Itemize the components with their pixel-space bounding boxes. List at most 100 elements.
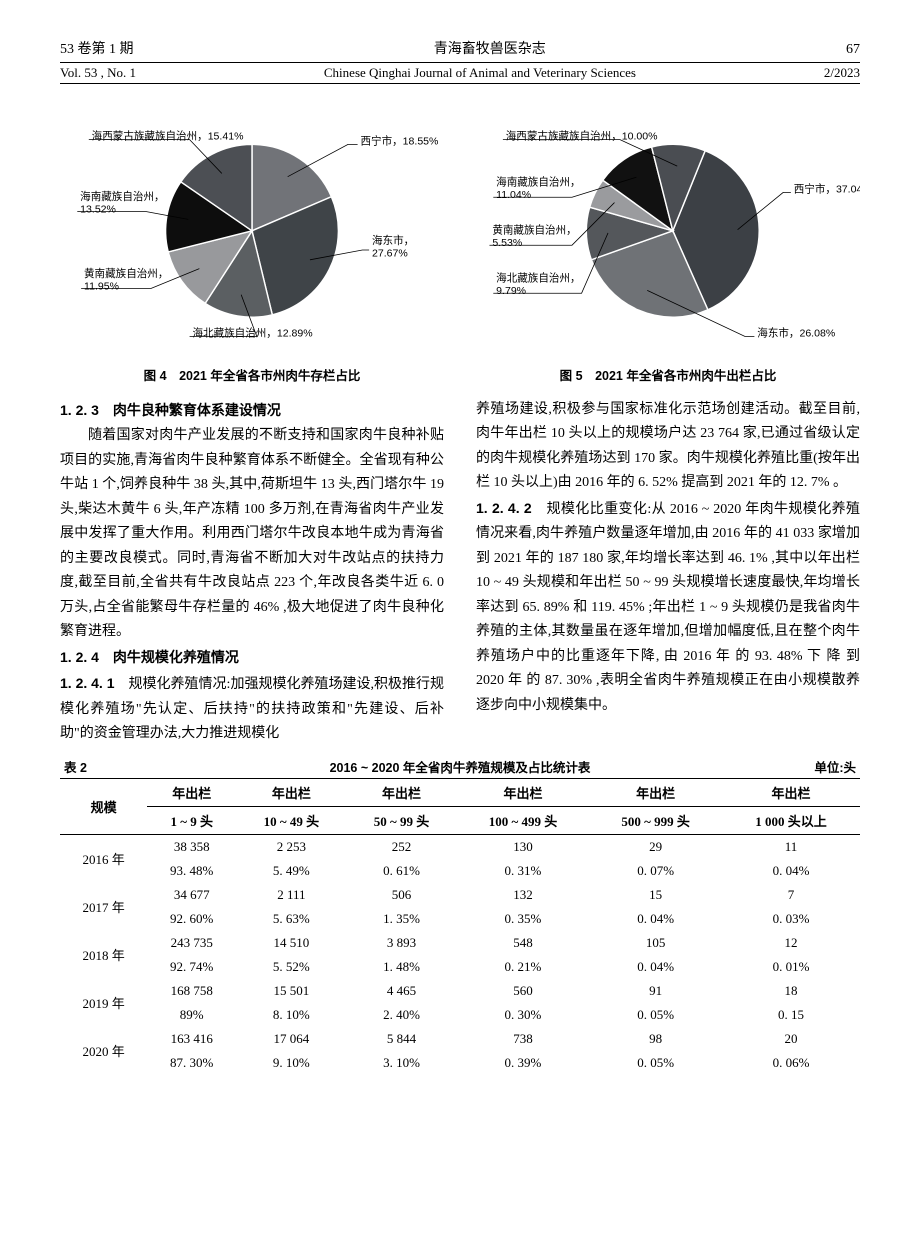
- value-cell: 20: [722, 1027, 860, 1051]
- year-cell: 2016 年: [60, 834, 147, 883]
- header-vol-cn: 53 卷第 1 期: [60, 40, 134, 60]
- pct-cell: 0. 61%: [346, 859, 456, 883]
- table-row: 92. 60%5. 63%1. 35%0. 35%0. 04%0. 03%: [60, 907, 860, 931]
- pie-label: 海北藏族自治州，12.89%: [192, 326, 312, 339]
- pie-label: 海北藏族自治州，: [496, 271, 580, 284]
- table-row: 89%8. 10%2. 40%0. 30%0. 05%0. 15: [60, 1003, 860, 1027]
- value-cell: 560: [457, 979, 590, 1003]
- para-4: 规模化比重变化:从 2016 ~ 2020 年肉牛规模化养殖情况来看,肉牛养殖户…: [476, 502, 860, 713]
- year-cell: 2017 年: [60, 883, 147, 931]
- value-cell: 15 501: [236, 979, 346, 1003]
- pct-cell: 1. 48%: [346, 955, 456, 979]
- pct-cell: 0. 30%: [457, 1003, 590, 1027]
- value-cell: 98: [589, 1027, 722, 1051]
- table-row: 2019 年168 75815 5014 4655609118: [60, 979, 860, 1003]
- page-header-row2: Vol. 53 , No. 1 Chinese Qinghai Journal …: [60, 65, 860, 84]
- pct-cell: 9. 10%: [236, 1051, 346, 1075]
- value-cell: 7: [722, 883, 860, 907]
- col-header-top: 年出栏: [722, 778, 860, 806]
- value-cell: 163 416: [147, 1027, 236, 1051]
- pct-cell: 0. 04%: [722, 859, 860, 883]
- table-row: 92. 74%5. 52%1. 48%0. 21%0. 04%0. 01%: [60, 955, 860, 979]
- value-cell: 105: [589, 931, 722, 955]
- value-cell: 130: [457, 834, 590, 859]
- journal-en: Chinese Qinghai Journal of Animal and Ve…: [136, 65, 824, 81]
- pct-cell: 2. 40%: [346, 1003, 456, 1027]
- value-cell: 5 844: [346, 1027, 456, 1051]
- value-cell: 11: [722, 834, 860, 859]
- page-header: 53 卷第 1 期 青海畜牧兽医杂志 67: [60, 40, 860, 63]
- chart-figure-5: 西宁市，37.04%海东市，26.08%海北藏族自治州，9.79%黄南藏族自治州…: [476, 96, 860, 384]
- right-column: 养殖场建设,积极参与国家标准化示范场创建活动。截至目前,肉牛年出栏 10 头以上…: [476, 398, 860, 747]
- pct-cell: 0. 05%: [589, 1051, 722, 1075]
- pie-label: 11.04%: [496, 189, 531, 201]
- pct-cell: 92. 60%: [147, 907, 236, 931]
- pie-label: 海西蒙古族藏族自治州，15.41%: [92, 129, 244, 142]
- table-row: 2016 年38 3582 2532521302911: [60, 834, 860, 859]
- col-header-range: 500 ~ 999 头: [589, 806, 722, 834]
- table-row: 2018 年243 73514 5103 89354810512: [60, 931, 860, 955]
- value-cell: 548: [457, 931, 590, 955]
- pie-label: 海南藏族自治州，: [80, 190, 164, 203]
- pct-cell: 8. 10%: [236, 1003, 346, 1027]
- pie-label: 海西蒙古族藏族自治州，10.00%: [506, 129, 658, 142]
- table-title: 2016 ~ 2020 年全省肉牛养殖规模及占比统计表: [144, 757, 776, 776]
- col-header-range: 1 ~ 9 头: [147, 806, 236, 834]
- pie-label: 27.67%: [372, 247, 408, 259]
- left-column: 1. 2. 3 肉牛良种繁育体系建设情况 随着国家对肉牛产业发展的不断支持和国家…: [60, 398, 444, 747]
- table-label: 表 2: [64, 757, 144, 776]
- pie-label: 海东市，: [372, 234, 414, 247]
- value-cell: 38 358: [147, 834, 236, 859]
- pie-label: 海东市，26.08%: [757, 326, 835, 339]
- value-cell: 2 253: [236, 834, 346, 859]
- pie-label: 海南藏族自治州，: [496, 175, 580, 188]
- col-header-range: 50 ~ 99 头: [346, 806, 456, 834]
- table-2-wrap: 表 2 2016 ~ 2020 年全省肉牛养殖规模及占比统计表 单位:头 规模年…: [60, 757, 860, 1075]
- value-cell: 17 064: [236, 1027, 346, 1051]
- value-cell: 3 893: [346, 931, 456, 955]
- pct-cell: 0. 07%: [589, 859, 722, 883]
- year-cell: 2018 年: [60, 931, 147, 979]
- pct-cell: 93. 48%: [147, 859, 236, 883]
- pct-cell: 3. 10%: [346, 1051, 456, 1075]
- pct-cell: 0. 06%: [722, 1051, 860, 1075]
- col-header-top: 年出栏: [457, 778, 590, 806]
- pct-cell: 0. 21%: [457, 955, 590, 979]
- pct-cell: 0. 35%: [457, 907, 590, 931]
- pie-label: 9.79%: [496, 285, 526, 297]
- pct-cell: 0. 05%: [589, 1003, 722, 1027]
- col-header-top: 年出栏: [589, 778, 722, 806]
- pct-cell: 5. 49%: [236, 859, 346, 883]
- para-3: 养殖场建设,积极参与国家标准化示范场创建活动。截至目前,肉牛年出栏 10 头以上…: [476, 398, 860, 496]
- charts-row: 西宁市，18.55%海东市，27.67%海北藏族自治州，12.89%黄南藏族自治…: [60, 96, 860, 384]
- pct-cell: 87. 30%: [147, 1051, 236, 1075]
- value-cell: 132: [457, 883, 590, 907]
- pct-cell: 0. 31%: [457, 859, 590, 883]
- col-header-top: 年出栏: [147, 778, 236, 806]
- body-columns: 1. 2. 3 肉牛良种繁育体系建设情况 随着国家对肉牛产业发展的不断支持和国家…: [60, 398, 860, 747]
- col-header-range: 1 000 头以上: [722, 806, 860, 834]
- sec-1-2-4-title: 1. 2. 4 肉牛规模化养殖情况: [60, 649, 239, 665]
- value-cell: 738: [457, 1027, 590, 1051]
- pie-label: 5.53%: [492, 237, 522, 249]
- pct-cell: 0. 03%: [722, 907, 860, 931]
- header-vol-en: Vol. 53 , No. 1: [60, 65, 136, 81]
- pie-chart-slaughter: 西宁市，37.04%海东市，26.08%海北藏族自治州，9.79%黄南藏族自治州…: [476, 96, 860, 356]
- pie-chart-stock: 西宁市，18.55%海东市，27.67%海北藏族自治州，12.89%黄南藏族自治…: [60, 96, 444, 356]
- value-cell: 29: [589, 834, 722, 859]
- table-unit: 单位:头: [776, 757, 856, 776]
- pie-label: 黄南藏族自治州，: [84, 266, 168, 279]
- pie-label: 11.95%: [84, 280, 119, 292]
- value-cell: 168 758: [147, 979, 236, 1003]
- table-2-title-row: 表 2 2016 ~ 2020 年全省肉牛养殖规模及占比统计表 单位:头: [60, 757, 860, 778]
- figure-5-caption: 图 5 2021 年全省各市州肉牛出栏占比: [476, 365, 860, 384]
- pct-cell: 0. 04%: [589, 955, 722, 979]
- pct-cell: 1. 35%: [346, 907, 456, 931]
- table-row: 2020 年163 41617 0645 8447389820: [60, 1027, 860, 1051]
- journal-cn: 青海畜牧兽医杂志: [134, 40, 847, 60]
- pct-cell: 92. 74%: [147, 955, 236, 979]
- pct-cell: 0. 04%: [589, 907, 722, 931]
- issue-date: 2/2023: [824, 65, 860, 81]
- col-header-range: 10 ~ 49 头: [236, 806, 346, 834]
- value-cell: 243 735: [147, 931, 236, 955]
